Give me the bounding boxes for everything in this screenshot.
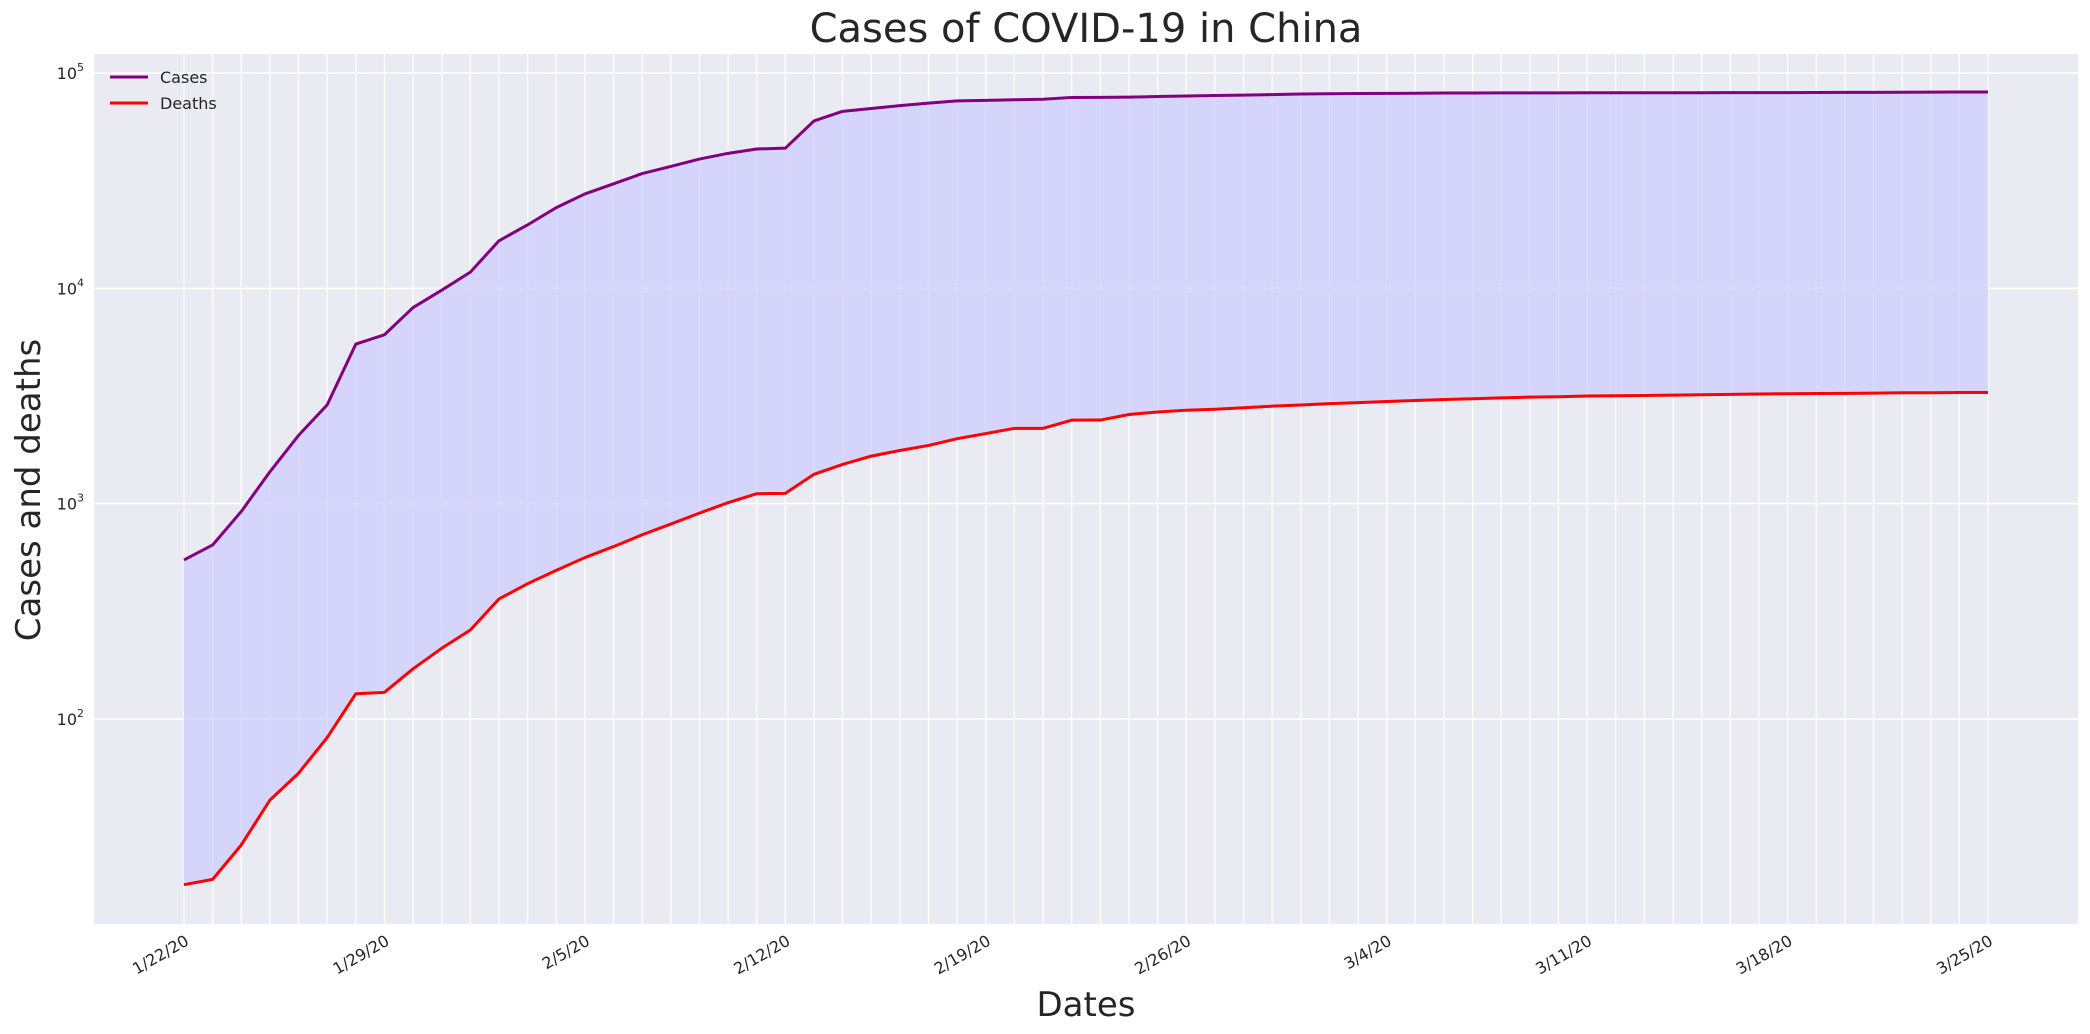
fill-between-area [184,91,1988,885]
y-tick-labels: 102 103 104 105 [57,61,84,729]
series-line-deaths [183,390,1989,887]
x-tick-label: 2/26/20 [1131,931,1194,978]
legend-label-cases: Cases [160,68,208,87]
series-line-cases [183,90,1989,562]
chart-title: Cases of COVID-19 in China [810,6,1363,52]
x-tick-labels: 1/22/20 1/29/20 2/5/20 2/12/20 2/19/20 2/26/2… [129,931,1996,978]
series-lines [183,90,1989,887]
x-tick-label: 3/11/20 [1532,931,1595,978]
y-tick-label: 103 [57,492,84,514]
x-tick-label: 2/5/20 [539,931,593,973]
y-tick-label: 105 [57,61,84,83]
y-tick-label: 102 [57,707,84,729]
x-tick-label: 1/29/20 [330,931,393,978]
x-tick-label: 2/19/20 [931,931,994,978]
legend: Cases Deaths [110,68,217,113]
x-axis-label: Dates [1037,985,1136,1025]
x-tick-label: 3/18/20 [1733,931,1796,978]
legend-label-deaths: Deaths [160,94,217,113]
y-tick-label: 104 [57,276,84,298]
x-tick-label: 3/25/20 [1933,931,1996,978]
y-axis-label: Cases and deaths [9,339,49,641]
x-tick-label: 2/12/20 [730,931,793,978]
x-tick-label: 3/4/20 [1341,931,1395,973]
x-tick-label: 1/22/20 [129,931,192,978]
